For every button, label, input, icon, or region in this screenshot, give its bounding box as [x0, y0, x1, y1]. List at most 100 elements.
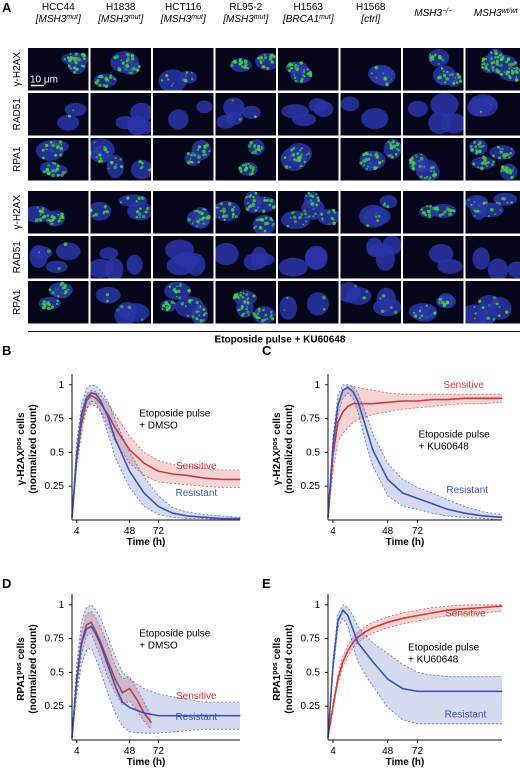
focus-dot [135, 210, 140, 214]
micrograph-tile [215, 48, 276, 91]
focus-dot [416, 156, 418, 159]
focus-dot [362, 152, 366, 157]
focus-dot [101, 75, 104, 79]
focus-dot [427, 213, 432, 217]
focus-dot [442, 302, 446, 306]
focus-dot [510, 62, 513, 66]
chart-annotation: + DMSO [139, 640, 178, 651]
focus-dot [448, 73, 451, 76]
focus-dot [125, 52, 130, 57]
focus-dot [475, 148, 478, 151]
focus-dot [208, 150, 211, 153]
focus-dot [215, 206, 218, 209]
panel-letter: D [2, 576, 11, 591]
tile-content [158, 69, 198, 91]
focus-dot [141, 196, 144, 199]
data-point [107, 665, 109, 667]
micrograph-tile [153, 138, 214, 181]
tile-content [285, 61, 313, 84]
focus-dot [190, 153, 193, 156]
focus-dot [63, 242, 68, 247]
nucleus [128, 119, 151, 135]
nucleus [191, 207, 211, 229]
focus-dot [96, 79, 100, 83]
focus-dot [292, 215, 297, 220]
data-point [114, 678, 116, 680]
data-point [203, 516, 205, 518]
tile-content [280, 142, 313, 172]
focus-dot [497, 156, 501, 160]
micrograph-tile [215, 281, 276, 324]
focus-dot [490, 52, 493, 54]
focus-dot [300, 153, 303, 156]
focus-dot [494, 56, 497, 59]
focus-dot [423, 166, 426, 168]
focus-dot [162, 304, 166, 308]
series-label: Sensitive [445, 608, 486, 619]
focus-dot [80, 64, 84, 67]
tile-content [38, 281, 73, 310]
focus-dot [165, 303, 167, 306]
focus-dot [227, 202, 232, 206]
focus-dot [484, 159, 487, 162]
focus-dot [56, 173, 60, 177]
focus-dot [195, 300, 199, 305]
focus-dot [321, 218, 324, 221]
data-point [482, 397, 484, 399]
focus-dot [119, 157, 123, 161]
column-header-name: H1568 [356, 2, 386, 13]
tile-content [61, 52, 89, 75]
data-point [431, 690, 433, 692]
focus-dot [475, 211, 477, 214]
tile-content [90, 194, 151, 221]
micrograph-tile [278, 236, 339, 279]
data-point [150, 721, 152, 724]
focus-dot [45, 170, 48, 173]
nucleus [55, 242, 81, 261]
focus-dot [138, 216, 141, 219]
focus-dot [77, 57, 81, 62]
focus-dot [503, 155, 507, 159]
data-point [143, 492, 145, 494]
focus-dot [102, 212, 105, 215]
focus-dot [312, 215, 315, 218]
focus-dot [499, 209, 502, 211]
focus-dot [411, 164, 415, 168]
focus-dot [238, 166, 242, 171]
data-point [157, 715, 159, 717]
focus-dot [415, 154, 418, 157]
focus-dot [303, 160, 307, 164]
y-axis-subtitle: (normalized count) [28, 404, 39, 493]
focus-dot [257, 56, 261, 60]
band-edge-line [71, 610, 152, 736]
focus-dot [374, 153, 378, 157]
focus-dot [293, 62, 296, 64]
data-point [332, 665, 334, 667]
y-tick-label: 1 [58, 600, 64, 611]
tile-content [467, 94, 498, 117]
focus-dot [99, 157, 103, 160]
focus-dot [184, 305, 187, 308]
focus-dot [190, 71, 193, 74]
x-axis-title: Time (h) [127, 757, 166, 768]
focus-dot [243, 65, 247, 69]
focus-dot [387, 140, 390, 144]
focus-dot [251, 202, 255, 206]
focus-dot [93, 141, 96, 144]
focus-dot [41, 207, 45, 211]
micrograph-tile [215, 138, 276, 181]
focus-dot [388, 142, 393, 146]
focus-dot [508, 171, 513, 175]
focus-dot [137, 196, 141, 201]
focus-dot [513, 67, 516, 70]
focus-dot [51, 173, 55, 178]
focus-dot [429, 176, 432, 179]
focus-dot [126, 196, 130, 199]
focus-dot [264, 313, 268, 317]
focus-dot [293, 220, 297, 224]
focus-dot [127, 305, 132, 309]
focus-dot [479, 110, 483, 113]
data-point [352, 628, 354, 630]
data-point [239, 715, 241, 717]
